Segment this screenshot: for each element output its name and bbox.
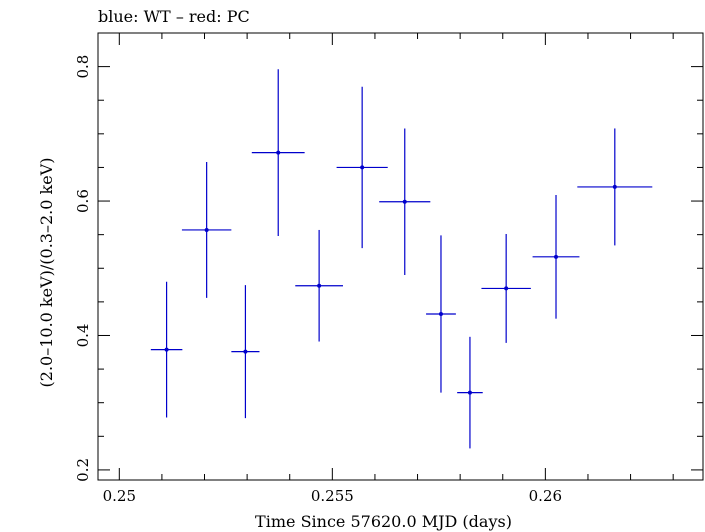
data-point (164, 347, 169, 352)
data-point (554, 254, 559, 259)
y-tick-label: 0.2 (74, 458, 92, 482)
data-point (504, 286, 509, 291)
data-point (467, 390, 472, 395)
y-tick-label: 0.8 (74, 55, 92, 79)
axis-ticks: 0.25 0.255 0.26 0.2 0.4 0.6 0.8 (74, 32, 703, 505)
data-point (317, 283, 322, 288)
error-bars (150, 69, 653, 449)
data-point (360, 165, 365, 170)
data-points (164, 150, 617, 395)
chart-title: blue: WT – red: PC (98, 7, 250, 26)
x-axis-label: Time Since 57620.0 MJD (days) (255, 512, 512, 531)
data-point (204, 227, 209, 232)
data-point (612, 184, 617, 189)
x-tick-label: 0.26 (529, 487, 562, 505)
y-tick-label: 0.6 (74, 189, 92, 213)
data-point (243, 349, 248, 354)
data-point (276, 150, 281, 155)
x-tick-label: 0.255 (311, 487, 354, 505)
y-axis-label: (2.0–10.0 keV)/(0.3–2.0 keV) (37, 158, 56, 388)
x-tick-label: 0.25 (103, 487, 136, 505)
data-point (402, 199, 407, 204)
data-point (438, 311, 443, 316)
y-tick-label: 0.4 (74, 324, 92, 348)
plot-frame (97, 32, 704, 481)
